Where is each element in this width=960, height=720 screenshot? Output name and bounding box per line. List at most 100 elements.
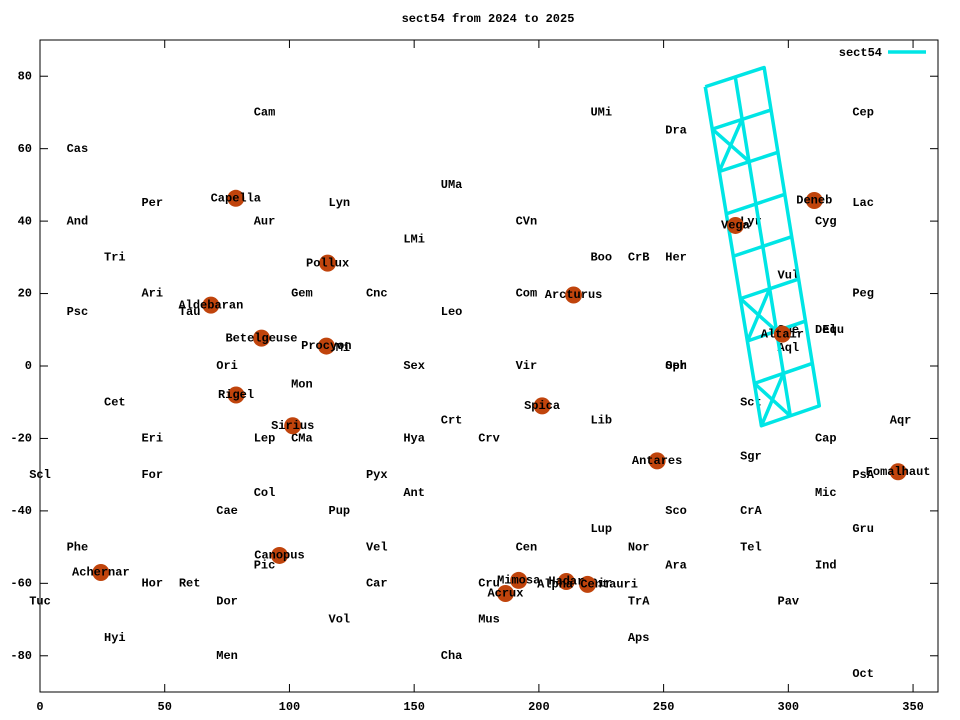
constellation-label: Ara — [665, 558, 687, 572]
star-label: Deneb — [796, 194, 832, 208]
constellation-label: Tri — [104, 251, 126, 265]
constellation-label: Lac — [852, 196, 874, 210]
constellation-label: Per — [141, 196, 163, 210]
y-tick-label: -40 — [10, 504, 32, 518]
constellation-label: For — [141, 468, 163, 482]
star-label: Alpha Centauri — [537, 578, 638, 592]
x-tick-label: 50 — [158, 700, 172, 714]
constellation-label: Pic — [254, 558, 276, 572]
y-tick-label: 20 — [18, 287, 32, 301]
constellation-label: Mus — [478, 613, 500, 627]
constellation-label: Ret — [179, 577, 201, 591]
constellation-label: Ind — [815, 558, 837, 572]
constellation-label: Vol — [329, 613, 351, 627]
y-tick-label: -20 — [10, 432, 32, 446]
star-point — [92, 563, 110, 581]
constellation-label: Dra — [665, 124, 687, 138]
constellation-label: Oph — [665, 359, 687, 373]
constellation-label: Cru — [478, 577, 500, 591]
y-tick-label: 80 — [18, 69, 32, 83]
constellation-label: UMa — [441, 178, 463, 192]
constellation-label: Eri — [141, 432, 163, 446]
star-point — [805, 191, 823, 209]
star-label: Betelgeuse — [225, 331, 297, 345]
constellation-label: Car — [366, 577, 388, 591]
y-tick-label: -60 — [10, 577, 32, 591]
constellation-label: Cen — [516, 540, 538, 554]
constellation-label: Boo — [590, 251, 612, 265]
star-label: Procyon — [301, 339, 351, 353]
star-label: Antares — [632, 454, 682, 468]
constellation-label: Ari — [141, 287, 163, 301]
y-tick-label: 60 — [18, 142, 32, 156]
constellation-label: Vel — [366, 540, 388, 554]
star-point — [317, 337, 335, 355]
series-line — [732, 235, 793, 258]
star-label: Hadar — [548, 575, 584, 589]
series-line — [703, 65, 822, 428]
constellation-label: Aql — [778, 341, 800, 355]
constellation-label: Hyi — [104, 631, 126, 645]
constellation-label: Cnc — [366, 287, 388, 301]
constellation-label: Cas — [67, 142, 89, 156]
constellation-label: Pup — [329, 504, 351, 518]
star-label: Capella — [211, 191, 261, 205]
constellation-label: Tel — [740, 540, 762, 554]
star-point — [227, 189, 245, 207]
constellation-label: Cet — [104, 395, 126, 409]
x-tick-label: 100 — [279, 700, 301, 714]
constellation-label: Aqr — [890, 414, 912, 428]
constellation-label: Leo — [441, 305, 463, 319]
star-point — [648, 452, 666, 470]
star-point — [557, 573, 575, 591]
constellation-label: CMa — [291, 432, 313, 446]
constellation-label: Cep — [852, 106, 874, 120]
constellation-label: UMi — [590, 106, 612, 120]
star-point — [889, 463, 907, 481]
star-point — [284, 417, 302, 435]
star-point — [773, 325, 791, 343]
constellation-label: Cyg — [815, 214, 837, 228]
constellation-label: Gem — [291, 287, 313, 301]
constellation-label: Crt — [441, 414, 463, 428]
constellation-label: Sex — [403, 359, 425, 373]
star-point — [496, 584, 514, 602]
star-label: Achernar — [72, 566, 130, 580]
constellation-label: Aps — [628, 631, 650, 645]
constellation-label: Dor — [216, 595, 238, 609]
x-tick-label: 300 — [778, 700, 800, 714]
constellation-label: Lep — [254, 432, 276, 446]
star-label: Aldebaran — [178, 298, 243, 312]
constellation-label: Tau — [179, 305, 201, 319]
series-line — [753, 361, 813, 386]
constellation-label: Psc — [67, 305, 89, 319]
x-tick-label: 250 — [653, 700, 675, 714]
y-tick-label: 0 — [25, 359, 32, 373]
constellation-label: Her — [665, 251, 687, 265]
star-label: Pollux — [306, 256, 349, 270]
star-label: Acrux — [487, 587, 523, 601]
constellation-label: Hor — [141, 577, 163, 591]
series-line — [745, 288, 772, 342]
constellation-label: Peg — [852, 287, 874, 301]
star-point — [270, 546, 288, 564]
constellation-label: Phe — [67, 540, 89, 554]
constellation-label: Sgr — [740, 450, 762, 464]
star-point — [319, 254, 337, 272]
constellation-label: Ant — [403, 486, 425, 500]
constellation-label: LMi — [403, 232, 425, 246]
constellation-label: Equ — [822, 323, 844, 337]
constellation-label: Cae — [216, 504, 238, 518]
constellation-label: Crv — [478, 432, 500, 446]
star-point — [253, 329, 271, 347]
constellation-label: Nor — [628, 540, 650, 554]
series-line — [725, 192, 786, 216]
star-label: Canopus — [254, 549, 304, 563]
constellation-label: CVn — [516, 214, 538, 228]
star-point — [565, 286, 583, 304]
series-line — [717, 118, 744, 173]
star-label: Sirius — [271, 419, 314, 433]
chart-title: sect54 from 2024 to 2025 — [402, 12, 575, 26]
constellation-label: Vir — [516, 359, 538, 373]
constellation-label: Mon — [291, 377, 313, 391]
